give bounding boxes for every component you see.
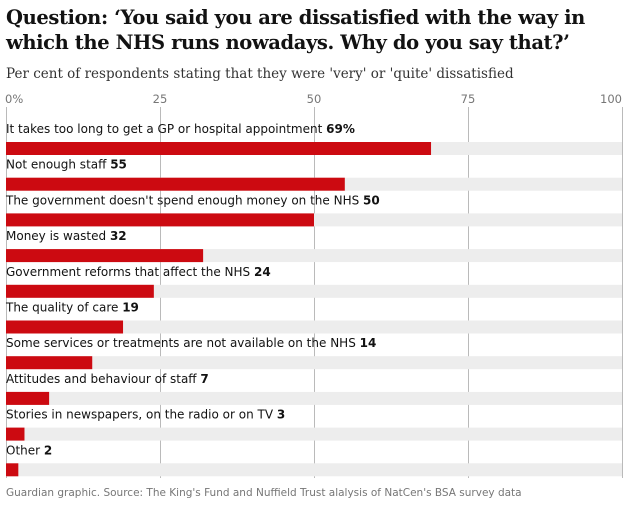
x-tick-label: 0% (5, 92, 23, 106)
data-label: 14 (360, 336, 377, 350)
bar-track (6, 284, 622, 298)
category-label: The government doesn't spend enough mone… (5, 193, 363, 207)
x-tick-label: 25 (153, 92, 168, 106)
bar (6, 213, 314, 227)
x-tick-label: 75 (461, 92, 476, 106)
x-tick-label: 50 (307, 92, 322, 106)
data-label: 32 (110, 229, 127, 243)
bar-track (6, 427, 622, 441)
category-label: Attitudes and behaviour of staff (6, 372, 200, 386)
chart-title: Question: ‘You said you are dissatisfied… (6, 6, 585, 54)
bar-track (6, 320, 622, 334)
bar (6, 356, 93, 370)
bar-label: Other 2 (6, 443, 52, 457)
bar (6, 284, 154, 298)
bar-track (6, 463, 622, 477)
source-note: Guardian graphic. Source: The King's Fun… (6, 487, 522, 499)
bar-label: The quality of care 19 (5, 301, 139, 315)
bar-label: Attitudes and behaviour of staff 7 (6, 372, 209, 386)
category-label: The quality of care (5, 301, 122, 315)
bar (6, 142, 432, 155)
bar-label: Stories in newspapers, on the radio or o… (6, 408, 285, 422)
bar (6, 427, 25, 441)
data-label: 2 (44, 443, 52, 457)
bar (6, 249, 204, 263)
category-label: Money is wasted (6, 229, 110, 243)
bar-track (6, 391, 622, 405)
bar (6, 391, 50, 405)
data-label: 24 (254, 265, 271, 279)
bar (6, 177, 345, 191)
category-label: Other (6, 443, 44, 457)
category-label: It takes too long to get a GP or hospita… (6, 122, 326, 136)
bar-label: Government reforms that affect the NHS 2… (6, 265, 271, 279)
category-label: Stories in newspapers, on the radio or o… (6, 408, 277, 422)
category-label: Government reforms that affect the NHS (6, 265, 254, 279)
x-tick-label: 100 (600, 92, 622, 106)
bar (6, 320, 124, 334)
data-label: 3 (277, 408, 285, 422)
data-label: 7 (200, 372, 208, 386)
data-label: 69% (326, 122, 355, 136)
bar-track (6, 356, 622, 370)
data-label: 50 (363, 193, 380, 207)
bar (6, 463, 19, 477)
chart-subtitle: Per cent of respondents stating that the… (6, 66, 514, 82)
bar-label: It takes too long to get a GP or hospita… (6, 122, 355, 136)
data-label: 55 (110, 158, 127, 172)
category-label: Some services or treatments are not avai… (6, 336, 360, 350)
bar-label: Some services or treatments are not avai… (6, 336, 376, 350)
bar-label: The government doesn't spend enough mone… (5, 193, 380, 207)
bar-label: Not enough staff 55 (6, 158, 127, 172)
category-label: Not enough staff (6, 158, 110, 172)
data-label: 19 (122, 301, 139, 315)
bar-label: Money is wasted 32 (6, 229, 127, 243)
